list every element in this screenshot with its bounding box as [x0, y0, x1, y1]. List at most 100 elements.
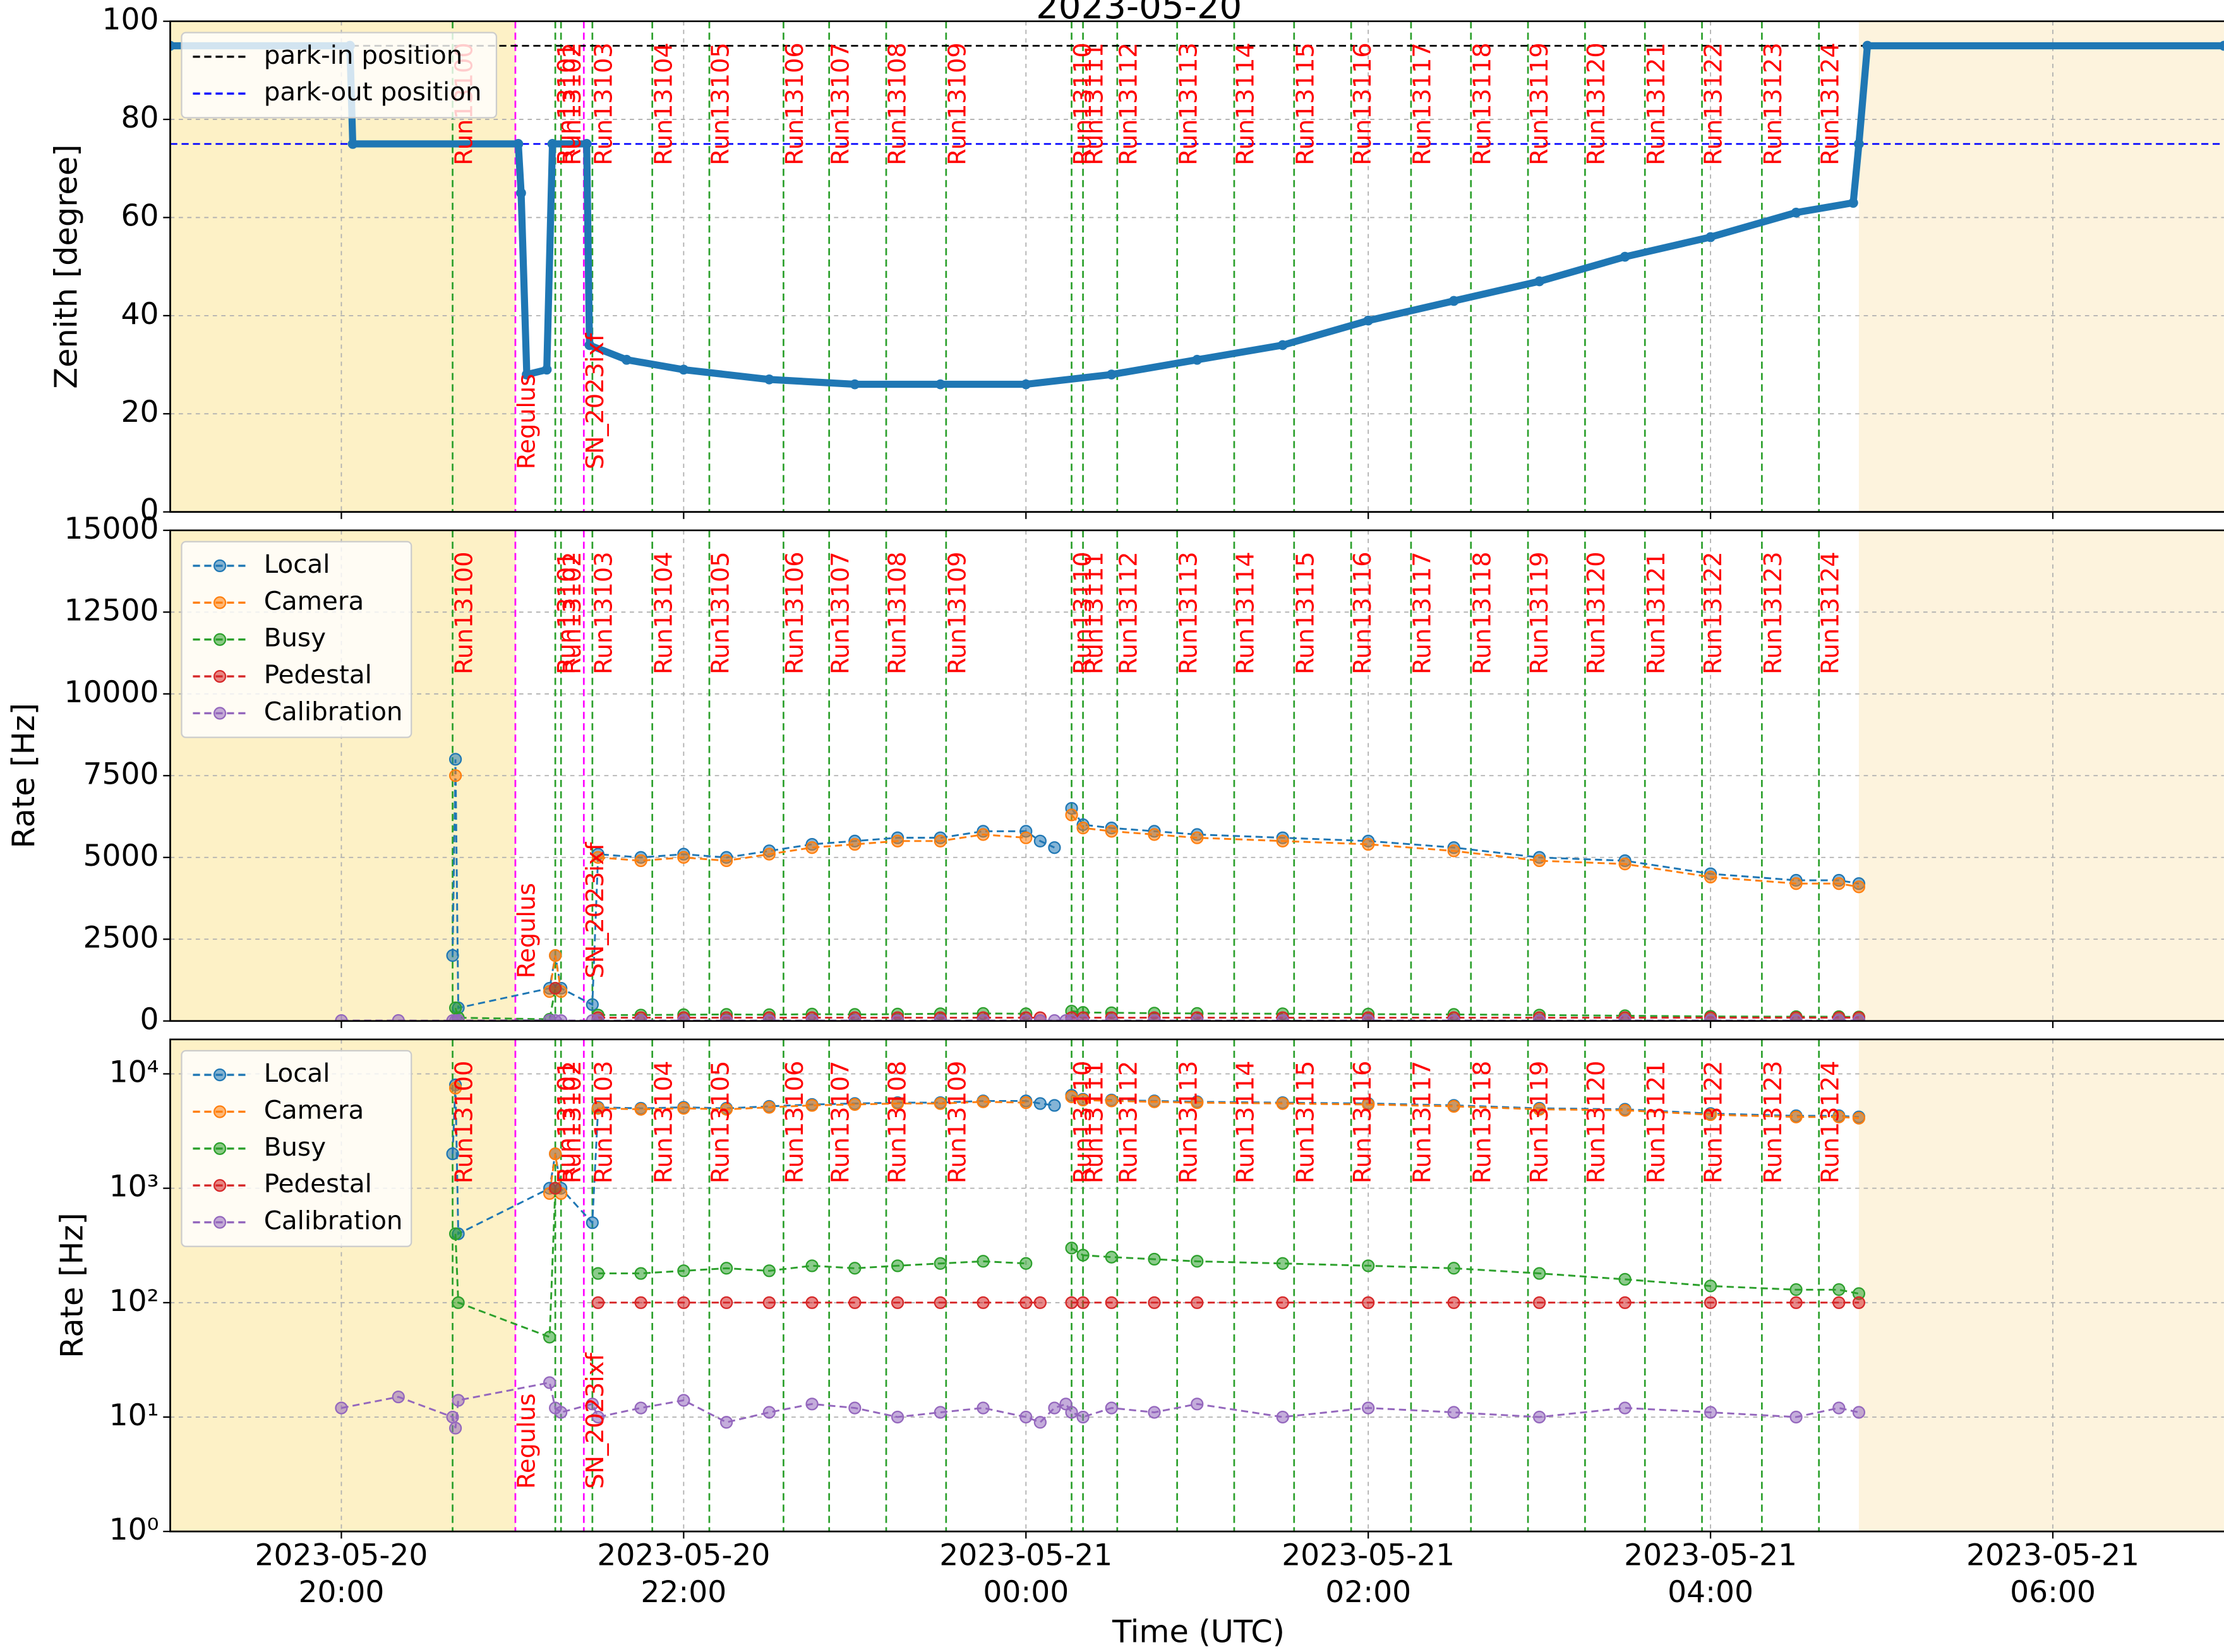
run-label: Run13117 — [1409, 1061, 1437, 1184]
data-point — [581, 139, 592, 149]
data-point — [1832, 1296, 1846, 1309]
y-tick-label: 10² — [109, 1284, 159, 1319]
data-point — [591, 1410, 604, 1424]
legend-marker — [213, 559, 227, 573]
run-label: Run13119 — [1526, 551, 1554, 674]
data-point — [634, 1296, 647, 1309]
run-label: Run13124 — [1817, 42, 1844, 165]
data-point — [1789, 877, 1803, 890]
data-point — [1065, 1090, 1078, 1103]
run-label: Run13122 — [1700, 1061, 1728, 1184]
y-tick-label: 10000 — [64, 675, 159, 710]
data-point — [850, 379, 860, 390]
run-label: Run13101 — [553, 551, 581, 674]
run-label: Run13122 — [1700, 42, 1728, 165]
data-point — [591, 851, 604, 864]
y-tick-label: 40 — [121, 297, 159, 332]
run-label: Run13116 — [1349, 1061, 1377, 1184]
data-point — [848, 837, 862, 851]
run-label: Run13113 — [1175, 551, 1203, 674]
data-point — [622, 354, 632, 365]
run-label: Run13101 — [553, 42, 581, 165]
data-point — [1191, 1296, 1204, 1309]
legend-label: Calibration — [264, 696, 403, 726]
data-point — [591, 1267, 604, 1280]
axes-frame — [169, 1038, 2224, 1533]
run-label: Run13115 — [1292, 551, 1319, 674]
data-point — [977, 828, 990, 841]
data-point — [1191, 1255, 1204, 1268]
data-point — [1447, 1406, 1460, 1419]
legend-label: Camera — [264, 1094, 364, 1125]
series-line — [341, 1381, 1860, 1428]
run-label: Run13107 — [827, 551, 855, 674]
data-point — [1852, 1406, 1866, 1419]
data-point — [452, 1296, 465, 1309]
data-point — [891, 834, 905, 847]
data-point — [805, 841, 819, 854]
data-point — [1065, 1296, 1078, 1309]
data-point — [977, 1255, 990, 1268]
data-point — [1848, 198, 1858, 208]
y-axis-label: Zenith [degree] — [47, 145, 84, 389]
data-point — [543, 1331, 556, 1344]
data-point — [1618, 1296, 1632, 1309]
x-tick-line: 00:00 — [983, 1575, 1069, 1610]
run-label: Run13104 — [650, 551, 678, 674]
data-point — [1862, 40, 1873, 51]
run-label: Run13100 — [450, 1061, 478, 1184]
legend-label: Pedestal — [264, 659, 372, 690]
data-point — [891, 1410, 905, 1424]
legend-marker — [213, 1216, 227, 1229]
data-point — [1448, 296, 1459, 306]
data-point — [677, 851, 690, 864]
run-label: Run13108 — [884, 42, 912, 165]
y-tick-label: 7500 — [83, 757, 159, 791]
data-point — [1618, 1401, 1632, 1415]
y-tick-label: 80 — [121, 100, 159, 135]
data-point — [1704, 1108, 1717, 1122]
data-point — [1791, 207, 1801, 218]
data-point — [1276, 1296, 1289, 1309]
run-label: Run13124 — [1817, 551, 1844, 674]
y-tick-label: 20 — [121, 395, 159, 429]
legend-box — [181, 541, 412, 738]
run-label: Run13119 — [1526, 42, 1554, 165]
data-point — [1148, 1296, 1161, 1309]
data-point — [677, 1394, 690, 1407]
y-tick-label: 0 — [140, 1002, 159, 1037]
data-point — [762, 847, 776, 861]
data-point — [1019, 1410, 1033, 1424]
run-label: Run13112 — [1115, 1061, 1143, 1184]
data-point — [1148, 1406, 1161, 1419]
x-tick-label: 2023-05-21 02:00 — [1282, 1538, 1455, 1610]
data-point — [586, 1216, 599, 1230]
run-label: Run13102 — [559, 42, 587, 165]
data-point — [1362, 1296, 1375, 1309]
run-label: Run13110 — [1069, 551, 1097, 674]
data-point — [1447, 1296, 1460, 1309]
data-point — [1048, 841, 1061, 854]
run-label: Run13105 — [707, 42, 735, 165]
data-point — [634, 1103, 647, 1116]
data-point — [1362, 1259, 1375, 1272]
data-point — [591, 1101, 604, 1115]
y-tick-label: 2500 — [83, 920, 159, 955]
data-point — [678, 364, 689, 375]
legend-label: park-out position — [264, 76, 482, 107]
legend-marker — [213, 633, 227, 646]
data-point — [1789, 1283, 1803, 1296]
run-label: Run13112 — [1115, 551, 1143, 674]
series-line — [452, 759, 1860, 1009]
run-label: Run13114 — [1232, 551, 1260, 674]
series-line — [454, 1188, 1860, 1339]
data-point — [448, 769, 462, 782]
data-point — [1065, 808, 1078, 822]
data-point — [1076, 822, 1090, 835]
run-label: Run13122 — [1700, 551, 1728, 674]
data-point — [977, 1401, 990, 1415]
legend-marker — [213, 707, 227, 720]
run-label: Run13106 — [781, 551, 809, 674]
data-point — [1106, 369, 1117, 380]
data-point — [677, 1264, 690, 1278]
